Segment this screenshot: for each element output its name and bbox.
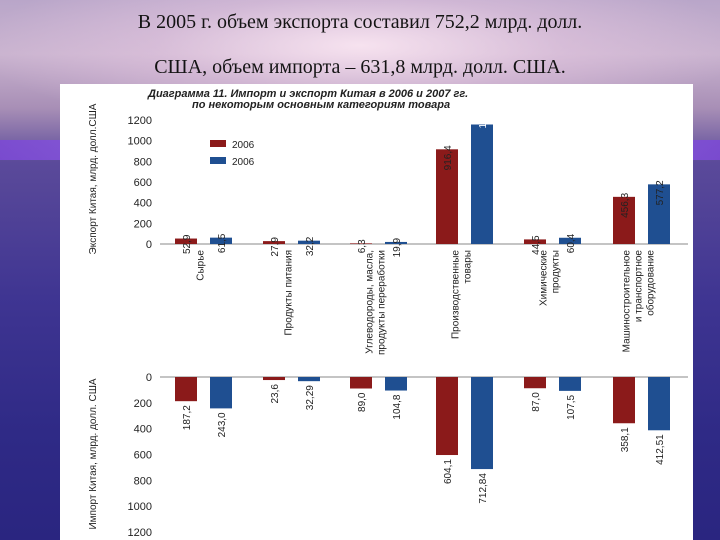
import-data-label: 243,0	[217, 412, 228, 437]
export-data-label: 916,4	[443, 145, 454, 170]
import-bar	[471, 377, 493, 470]
import-data-label: 604,1	[443, 459, 454, 484]
export-y-tick-label: 800	[134, 156, 152, 168]
export-y-tick-label: 1000	[128, 136, 152, 148]
export-data-label: 6,3	[357, 239, 368, 253]
export-bar	[613, 196, 635, 244]
export-data-label: 19,9	[392, 238, 403, 258]
import-y-tick-label: 0	[146, 372, 152, 384]
import-data-label: 23,6	[270, 384, 281, 404]
import-y-tick-label: 400	[134, 424, 152, 436]
export-data-label: 1156,5	[478, 98, 489, 128]
export-y-tick-label: 400	[134, 198, 152, 210]
import-bar	[210, 377, 232, 409]
category-label: Химическиепродукты	[539, 250, 562, 306]
chart-title-line: Диаграмма 11. Импорт и экспорт Китая в 2…	[147, 88, 468, 100]
chart-panel: Диаграмма 11. Импорт и экспорт Китая в 2…	[60, 84, 693, 540]
import-y-tick-label: 800	[134, 475, 152, 487]
legend-swatch	[210, 157, 226, 164]
category-label-line: Химические	[539, 250, 550, 306]
export-bar	[263, 241, 285, 244]
export-data-label: 32,2	[305, 236, 316, 256]
import-bar	[175, 377, 197, 402]
import-bar	[263, 377, 285, 381]
import-y-axis-label: Импорт Китая, млрд. долл. США	[88, 378, 99, 529]
category-label-line: Производственные	[451, 250, 462, 339]
import-data-label: 32,29	[305, 385, 316, 410]
import-data-label: 87,0	[531, 392, 542, 412]
import-bar	[298, 377, 320, 382]
import-y-tick-label: 200	[134, 398, 152, 410]
category-label-line: Продукты питания	[284, 250, 295, 336]
export-y-tick-label: 1200	[128, 115, 152, 127]
export-bar	[210, 237, 232, 244]
category-label-line: продукты переработки	[376, 250, 388, 355]
chart-title-line: по некоторым основным категориям товара	[192, 99, 450, 111]
export-bar	[648, 184, 670, 244]
legend-label: 2006	[232, 157, 255, 168]
export-bar	[436, 149, 458, 244]
import-data-label: 104,8	[392, 394, 403, 419]
import-data-label: 89,0	[357, 392, 368, 412]
export-bar	[559, 237, 581, 244]
import-data-label: 412,51	[655, 434, 666, 465]
import-bar	[524, 377, 546, 389]
category-label: Производственныетовары	[451, 250, 474, 339]
slide-text-line-1: В 2005 г. объем экспорта составил 752,2 …	[137, 11, 583, 33]
import-data-label: 187,2	[182, 405, 193, 430]
category-label-line: продукты	[551, 250, 562, 293]
category-label-line: товары	[463, 250, 474, 284]
category-label-line: оборудование	[645, 250, 657, 316]
import-bar	[436, 377, 458, 456]
export-data-label: 577,2	[655, 180, 666, 205]
export-bar	[471, 124, 493, 244]
category-label: Углеводороды, масла,продукты переработки	[365, 250, 388, 355]
export-data-label: 52,9	[182, 234, 193, 254]
legend-swatch	[210, 140, 226, 147]
import-data-label: 358,1	[620, 427, 631, 452]
category-label-line: Машиностроительное	[622, 250, 633, 353]
export-bar	[524, 239, 546, 244]
export-bar	[298, 240, 320, 244]
export-bar	[350, 243, 372, 244]
category-label-line: Сырье	[196, 250, 207, 281]
slide-text-line-2: США, объем импорта – 631,8 млрд. долл. С…	[154, 56, 566, 78]
import-bar	[385, 377, 407, 391]
export-bar	[385, 241, 407, 244]
export-y-axis-label: Экспорт Китая, млрд. долл.США	[88, 103, 99, 254]
export-data-label: 61,5	[217, 233, 228, 253]
export-y-tick-label: 600	[134, 177, 152, 189]
category-label-line: и транспортное	[634, 250, 645, 323]
legend-label: 2006	[232, 140, 255, 151]
import-bar	[648, 377, 670, 431]
export-y-tick-label: 0	[146, 239, 152, 251]
import-y-tick-label: 600	[134, 450, 152, 462]
category-label-line: Углеводороды, масла,	[365, 250, 376, 354]
import-data-label: 107,5	[566, 394, 577, 419]
category-label: Продукты питания	[284, 250, 295, 336]
category-label: Сырье	[196, 250, 207, 281]
import-bar	[559, 377, 581, 391]
export-data-label: 44,5	[531, 235, 542, 255]
import-bar	[613, 377, 635, 424]
import-bar	[350, 377, 372, 389]
export-data-label: 456,3	[620, 192, 631, 217]
chart-svg: Диаграмма 11. Импорт и экспорт Китая в 2…	[88, 88, 688, 539]
export-data-label: 60,4	[566, 233, 577, 253]
category-label: Машиностроительноеи транспортноеоборудов…	[622, 250, 657, 353]
import-data-label: 712,84	[478, 473, 489, 504]
export-bar	[175, 238, 197, 244]
export-data-label: 27,9	[270, 237, 281, 257]
export-y-tick-label: 200	[134, 218, 152, 230]
import-y-tick-label: 1000	[128, 501, 152, 513]
import-y-tick-label: 1200	[128, 527, 152, 539]
